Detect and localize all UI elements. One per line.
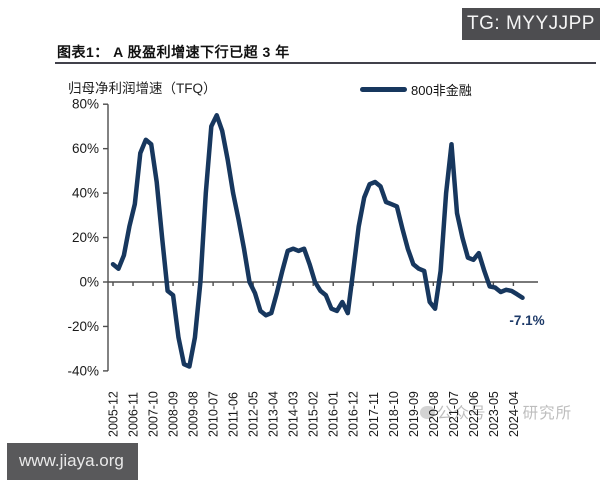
- svg-text:20%: 20%: [72, 230, 99, 245]
- last-value-annotation: -7.1%: [509, 313, 545, 328]
- svg-text:2006-11: 2006-11: [127, 392, 141, 437]
- svg-text:2020-08: 2020-08: [427, 391, 441, 437]
- svg-text:-20%: -20%: [67, 319, 99, 334]
- legend-line-swatch: [360, 87, 407, 92]
- svg-text:2022-06: 2022-06: [467, 391, 481, 437]
- svg-text:2024-04: 2024-04: [507, 391, 521, 437]
- svg-text:2012-05: 2012-05: [247, 391, 261, 437]
- svg-text:2010-07: 2010-07: [207, 391, 221, 437]
- svg-text:-40%: -40%: [67, 363, 99, 378]
- svg-text:2019-09: 2019-09: [407, 391, 421, 437]
- watermark-text-prefix: 公众号·: [437, 405, 493, 422]
- svg-text:2011-06: 2011-06: [227, 392, 241, 437]
- svg-text:2007-10: 2007-10: [147, 391, 161, 437]
- figure-title: 图表1： A 股盈利增速下行已超 3 年: [57, 44, 290, 60]
- svg-text:2015-02: 2015-02: [307, 391, 321, 437]
- svg-text:40%: 40%: [72, 186, 99, 201]
- svg-text:2021-07: 2021-07: [447, 391, 461, 437]
- svg-text:2017-11: 2017-11: [367, 392, 381, 437]
- svg-text:2013-04: 2013-04: [267, 391, 281, 437]
- telegram-badge: TG: MYYJJPP: [462, 8, 600, 40]
- svg-text:0%: 0%: [79, 275, 99, 290]
- svg-text:2018-10: 2018-10: [387, 391, 401, 437]
- watermark-logo-icon: [420, 405, 435, 419]
- chart-axis-title: 归母净利润增速（TFQ）: [68, 81, 217, 96]
- svg-text:2005-12: 2005-12: [107, 391, 121, 437]
- legend-label: 800非金融: [411, 83, 472, 98]
- chart-legend: 800非金融: [360, 80, 472, 99]
- svg-text:2023-05: 2023-05: [487, 391, 501, 437]
- watermark: 公众号· 研究所: [420, 401, 572, 423]
- svg-text:60%: 60%: [72, 141, 99, 156]
- svg-text:2016-12: 2016-12: [347, 391, 361, 437]
- title-divider: [55, 62, 596, 64]
- svg-text:2009-08: 2009-08: [187, 391, 201, 437]
- svg-text:2016-01: 2016-01: [327, 391, 341, 437]
- watermark-text-suffix: 研究所: [522, 405, 573, 422]
- svg-text:2014-03: 2014-03: [287, 391, 301, 437]
- svg-text:80%: 80%: [72, 97, 99, 112]
- site-badge: www.jiaya.org: [7, 443, 138, 480]
- svg-text:2008-09: 2008-09: [167, 391, 181, 437]
